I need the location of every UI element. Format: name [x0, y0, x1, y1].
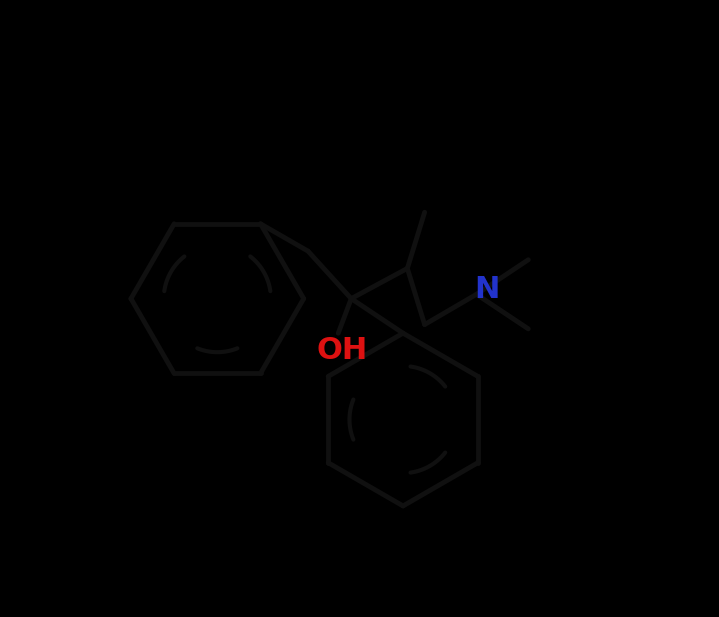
- Text: OH: OH: [317, 336, 368, 365]
- Text: N: N: [475, 275, 500, 305]
